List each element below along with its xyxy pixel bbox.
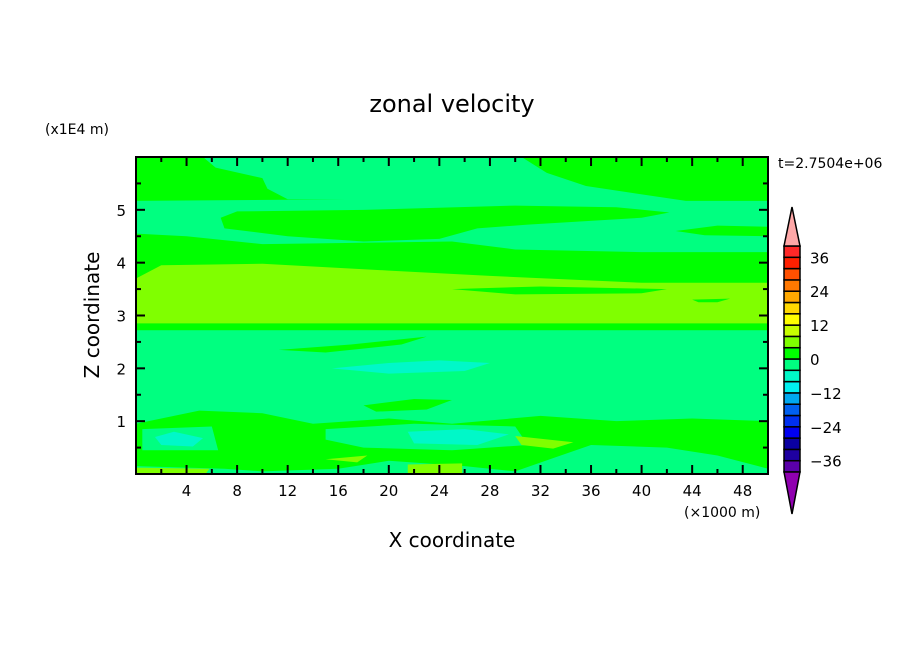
colorbar-box [783, 324, 801, 338]
y-tick-label: 1 [116, 413, 126, 431]
contour-region [675, 225, 768, 237]
contour-region [136, 263, 768, 324]
x-tick-label: 44 [683, 482, 702, 500]
time-label: t=2.7504e+06 [778, 156, 882, 172]
x-tick-label: 36 [581, 482, 600, 500]
x-tick-label: 20 [379, 482, 398, 500]
x-tick-label: 4 [182, 482, 192, 500]
colorbar-box [783, 313, 801, 326]
x-axis-label: X coordinate [389, 528, 516, 552]
x-tick-label: 28 [480, 482, 499, 500]
chart-title: zonal velocity [369, 90, 534, 118]
colorbar-tick-label: −36 [810, 453, 842, 471]
colorbar-box [783, 369, 801, 383]
x-tick-label: 32 [531, 482, 550, 500]
colorbar-box [783, 380, 801, 394]
y-tick-label: 2 [116, 360, 126, 378]
contour-region [278, 336, 427, 353]
colorbar-tick-label: 0 [810, 351, 820, 369]
colorbar-tick-label: 12 [810, 317, 829, 335]
contour-region [407, 429, 509, 445]
colorbar-over-arrow [783, 206, 801, 247]
colorbar-box [783, 414, 801, 428]
colorbar-box [783, 346, 801, 360]
y-unit-label: (x1E4 m) [45, 122, 109, 138]
x-tick-label: 16 [329, 482, 348, 500]
colorbar-box [783, 392, 801, 405]
colorbar-tick-label: −24 [810, 419, 842, 437]
colorbar-box [783, 279, 801, 292]
colorbar-box [783, 459, 801, 473]
colorbar-box [783, 256, 801, 270]
y-tick-label: 5 [116, 202, 126, 220]
colorbar-box [783, 448, 801, 462]
colorbar-tick-label: 24 [810, 283, 829, 301]
colorbar-box [783, 267, 801, 281]
contour-field [136, 157, 768, 474]
colorbar-tick-label: −12 [810, 385, 842, 403]
contour-region [452, 286, 667, 295]
contour-region [136, 157, 346, 201]
colorbar-box [783, 290, 801, 304]
contour-region [692, 298, 731, 303]
colorbar-box [783, 245, 801, 259]
x-tick-label: 8 [232, 482, 242, 500]
contour-region [331, 360, 490, 374]
x-tick-label: 48 [733, 482, 752, 500]
contour-region [154, 431, 203, 447]
contour-region [363, 398, 452, 412]
contour-region [325, 455, 368, 463]
contour-region [136, 467, 210, 474]
contour-region [407, 463, 463, 474]
y-axis-label: Z coordinate [80, 252, 104, 379]
x-tick-label: 40 [632, 482, 651, 500]
colorbar-box [783, 403, 801, 417]
colorbar-box [783, 426, 801, 439]
contour-region [515, 435, 574, 449]
colorbar-tick-label: 36 [810, 249, 829, 267]
colorbar-box [783, 437, 801, 451]
colorbar-box [783, 358, 801, 372]
contour-region [220, 205, 670, 242]
colorbar-box [783, 335, 801, 349]
colorbar: −36 −24 −12 0 12 24 36 [783, 206, 842, 515]
x-tick-label: 24 [430, 482, 449, 500]
colorbar-under-arrow [783, 471, 801, 515]
contour-region [521, 157, 768, 201]
y-tick-label: 4 [116, 255, 126, 273]
colorbar-box [783, 301, 801, 315]
x-unit-label: (×1000 m) [684, 505, 760, 521]
x-tick-label: 12 [278, 482, 297, 500]
y-tick-label: 3 [116, 308, 126, 326]
